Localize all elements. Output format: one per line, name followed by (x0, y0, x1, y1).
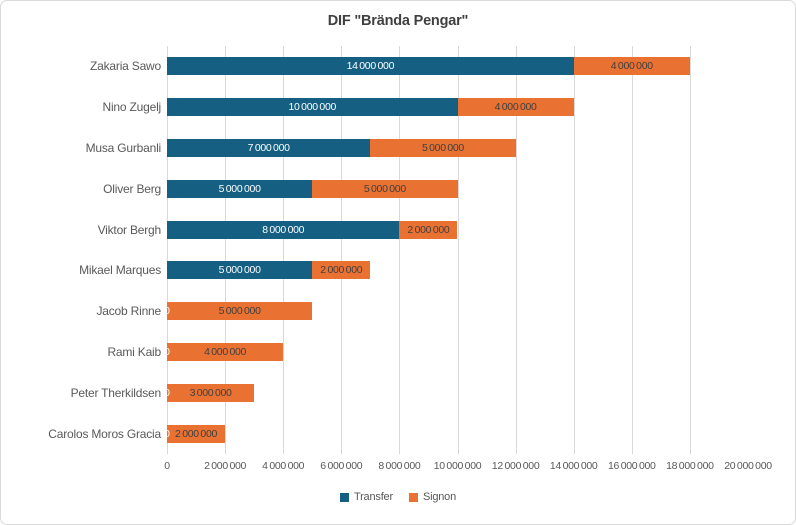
data-label: 3 000 000 (189, 386, 232, 399)
bar-segment-signon: 2 000 000 (312, 261, 371, 280)
gridline (341, 46, 343, 454)
gridline (573, 46, 575, 454)
gridline (457, 46, 459, 454)
bar-row: 0 3 000 000 (167, 372, 748, 413)
legend-swatch-icon (408, 492, 418, 502)
data-label: 10 000 000 (288, 101, 337, 114)
bar-segment-signon: 2 000 000 (399, 220, 458, 239)
gridline (283, 46, 285, 454)
value-axis-tick: 20 000 000 (724, 460, 772, 472)
bar-row: 0 5 000 000 (167, 291, 748, 332)
bar-row: 0 4 000 000 (167, 332, 748, 373)
data-label: 2 000 000 (320, 264, 363, 277)
bar-segment-signon: 4 000 000 (573, 57, 690, 76)
bar-segment-signon: 5 000 000 (167, 302, 313, 321)
category-label: Musa Gurbanli (85, 140, 162, 155)
bar-segment-signon: 2 000 000 (167, 424, 226, 443)
data-label: 7 000 000 (247, 141, 290, 154)
data-label: 8 000 000 (262, 223, 305, 236)
plot-area: 14 000 000 4 000 000 10 000 000 4 000 000 7 … (167, 46, 748, 454)
category-label: Jacob Rinne (96, 304, 161, 319)
gridline (225, 46, 227, 454)
category-label: Peter Therkildsen (70, 385, 162, 400)
category-label: Zakaria Sawo (90, 59, 161, 74)
data-label: 5 000 000 (218, 305, 261, 318)
bar-row: 7 000 000 5 000 000 (167, 128, 748, 169)
gridline (689, 46, 691, 454)
value-axis-tick: 8 000 000 (378, 460, 421, 472)
category-label: Mikael Marques (79, 263, 161, 278)
data-label: 2 000 000 (175, 427, 218, 440)
bar-segment-signon: 5 000 000 (370, 138, 516, 157)
value-axis-tick: 6 000 000 (320, 460, 363, 472)
gridline (399, 46, 401, 454)
data-label: 5 000 000 (218, 182, 261, 195)
data-label-zero: 0 (167, 428, 170, 440)
legend-item-transfer: Transfer (339, 491, 393, 503)
category-axis: Zakaria Sawo Nino Zugelj Musa Gurbanli Oliv… (1, 46, 161, 454)
data-label: 5 000 000 (421, 141, 464, 154)
legend-item-signon: Signon (408, 491, 456, 503)
bar-row: 0 2 000 000 (167, 413, 748, 454)
bar-row: 5 000 000 2 000 000 (167, 250, 748, 291)
category-label: Nino Zugelj (102, 100, 162, 115)
legend-label: Transfer (353, 491, 393, 503)
data-label: 4 000 000 (204, 345, 247, 358)
legend-label: Signon (422, 491, 456, 503)
data-label: 4 000 000 (610, 60, 653, 73)
value-axis-tick: 16 000 000 (608, 460, 656, 472)
category-label: Oliver Berg (103, 181, 161, 196)
data-label-zero: 0 (167, 346, 170, 358)
value-axis-tick: 2 000 000 (204, 460, 247, 472)
data-label: 5 000 000 (218, 264, 261, 277)
bar-segment-signon: 4 000 000 (457, 98, 574, 117)
bar-segment-signon: 5 000 000 (312, 179, 458, 198)
value-axis-tick: 12 000 000 (491, 460, 540, 472)
bar-row: 8 000 000 2 000 000 (167, 209, 748, 250)
value-axis-tick: 14 000 000 (549, 460, 598, 472)
bar-segment-transfer: 8 000 000 (167, 220, 400, 239)
value-axis: 0 2 000 000 4 000 000 6 000 000 8 000 000 10 … (164, 460, 772, 474)
bar-segment-signon: 4 000 000 (167, 342, 284, 361)
gridline (515, 46, 517, 454)
data-label-zero: 0 (167, 305, 170, 317)
value-axis-tick: 10 000 000 (433, 460, 482, 472)
value-axis-tick: 0 (164, 460, 170, 472)
gridline (167, 46, 168, 454)
category-label: Viktor Bergh (97, 222, 162, 237)
bar-segment-transfer: 5 000 000 (167, 261, 313, 280)
bar-segment-transfer: 5 000 000 (167, 179, 313, 198)
value-axis-tick: 18 000 000 (666, 460, 714, 472)
data-label-zero: 0 (167, 387, 170, 399)
data-label: 14 000 000 (346, 60, 395, 73)
data-label: 4 000 000 (494, 101, 537, 114)
bar-segment-signon: 3 000 000 (167, 383, 255, 402)
data-label: 2 000 000 (407, 223, 450, 236)
category-label: Rami Kaib (107, 344, 161, 359)
value-axis-tick: 4 000 000 (262, 460, 305, 472)
bar-row: 14 000 000 4 000 000 (167, 46, 748, 87)
bar-segment-transfer: 10 000 000 (167, 98, 458, 117)
legend-swatch-icon (339, 492, 349, 502)
bar-segment-transfer: 14 000 000 (167, 57, 574, 76)
bar-row: 5 000 000 5 000 000 (167, 168, 748, 209)
data-label: 5 000 000 (363, 182, 406, 195)
bar-segment-transfer: 7 000 000 (167, 138, 371, 157)
gridline (631, 46, 633, 454)
category-label: Carolos Moros Gracia (48, 426, 161, 441)
legend: Transfer Signon (1, 491, 795, 503)
bar-row: 10 000 000 4 000 000 (167, 87, 748, 128)
chart-title: DIF "Brända Pengar" (327, 13, 469, 29)
